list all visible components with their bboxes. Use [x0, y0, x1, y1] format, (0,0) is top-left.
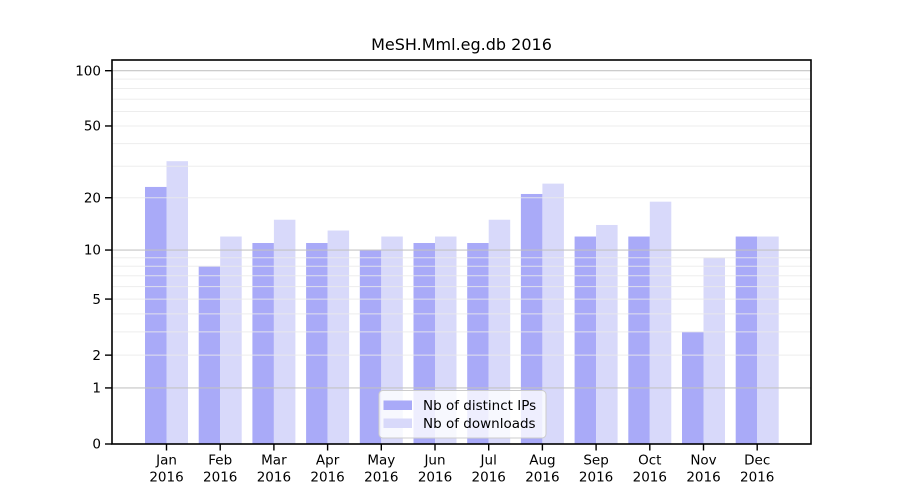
x-tick-label-year-mar: 2016 — [257, 470, 291, 486]
y-tick-label-0: 0 — [92, 437, 101, 453]
bar-nb-of-distinct-ips-mar — [252, 243, 274, 444]
bar-nb-of-distinct-ips-apr — [306, 243, 328, 444]
bar-nb-of-downloads-nov — [703, 257, 725, 444]
bar-nb-of-distinct-ips-dec — [735, 236, 758, 444]
y-tick-label-50: 50 — [84, 119, 101, 135]
x-tick-label-month-aug: Aug — [529, 453, 555, 469]
y-tick-label-5: 5 — [92, 292, 101, 308]
bar-nb-of-distinct-ips-sep — [574, 236, 597, 444]
bar-nb-of-distinct-ips-may — [359, 250, 382, 444]
legend-box — [378, 390, 547, 439]
x-tick-label-year-jul: 2016 — [472, 470, 506, 486]
x-tick-label-month-mar: Mar — [261, 453, 287, 469]
bar-nb-of-downloads-dec — [757, 236, 779, 444]
bar-nb-of-downloads-apr — [327, 230, 350, 444]
x-tick-label-year-apr: 2016 — [310, 470, 344, 486]
chart-title: MeSH.Mml.eg.db 2016 — [371, 35, 552, 54]
x-tick-label-year-may: 2016 — [364, 470, 398, 486]
x-tick-label-year-oct: 2016 — [633, 470, 667, 486]
legend-label-nb-of-distinct-ips: Nb of distinct IPs — [423, 398, 536, 414]
x-tick-label-month-apr: Apr — [316, 453, 340, 469]
legend-swatch-nb-of-downloads — [383, 418, 412, 428]
x-tick-label-month-jan: Jan — [155, 453, 177, 469]
x-tick-label-year-jan: 2016 — [149, 470, 183, 486]
x-tick-label-year-sep: 2016 — [579, 470, 613, 486]
bar-nb-of-distinct-ips-oct — [628, 236, 650, 444]
x-tick-label-month-dec: Dec — [744, 453, 770, 469]
bar-nb-of-downloads-sep — [596, 224, 618, 444]
plot-border — [111, 59, 812, 445]
y-tick-label-10: 10 — [84, 243, 101, 259]
x-tick-label-month-sep: Sep — [583, 453, 608, 469]
x-tick-label-year-nov: 2016 — [686, 470, 720, 486]
x-tick-label-month-jun: Jun — [423, 453, 445, 469]
bar-nb-of-distinct-ips-jan — [145, 186, 167, 444]
legend-swatch-nb-of-distinct-ips — [383, 400, 412, 410]
x-tick-label-year-feb: 2016 — [203, 470, 237, 486]
x-tick-label-year-jun: 2016 — [418, 470, 452, 486]
bar-nb-of-downloads-jan — [166, 161, 188, 444]
y-tick-label-100: 100 — [75, 63, 101, 79]
x-tick-label-month-jul: Jul — [480, 453, 497, 469]
bar-nb-of-downloads-oct — [649, 201, 672, 444]
x-tick-label-year-aug: 2016 — [525, 470, 559, 486]
x-tick-label-month-may: May — [367, 453, 395, 469]
y-tick-label-20: 20 — [84, 190, 101, 206]
x-tick-label-month-oct: Oct — [638, 453, 661, 469]
y-tick-label-1: 1 — [92, 381, 101, 397]
x-tick-label-year-dec: 2016 — [740, 470, 774, 486]
x-tick-label-month-feb: Feb — [208, 453, 232, 469]
bar-nb-of-distinct-ips-aug — [520, 193, 543, 444]
x-tick-label-month-nov: Nov — [690, 453, 716, 469]
legend-label-nb-of-downloads: Nb of downloads — [423, 416, 536, 432]
y-tick-label-2: 2 — [92, 348, 101, 364]
bar-nb-of-downloads-feb — [220, 236, 242, 444]
